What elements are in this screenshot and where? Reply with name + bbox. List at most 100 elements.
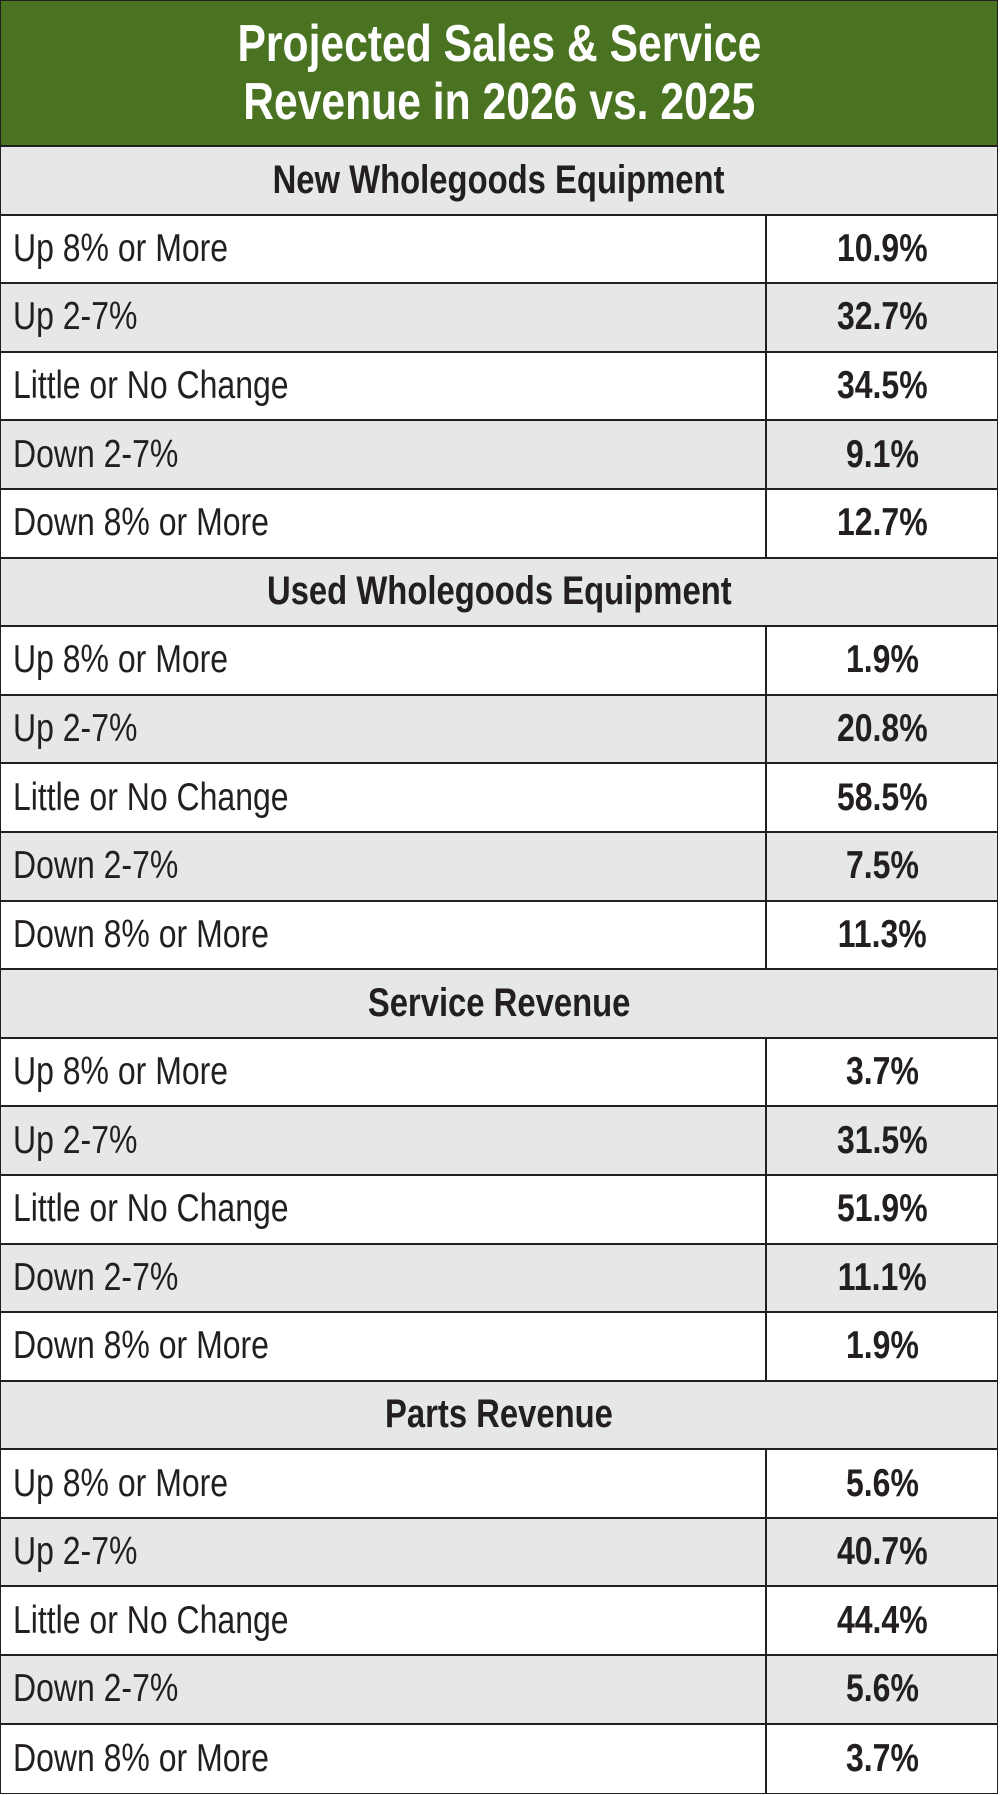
row-label: Up 2-7% (13, 1118, 138, 1162)
table-row: Down 2-7% 9.1% (1, 421, 997, 490)
row-label-cell: Little or No Change (1, 1587, 767, 1655)
row-value-cell: 5.6% (767, 1656, 997, 1723)
row-label: Up 8% or More (13, 1461, 229, 1505)
row-label: Up 8% or More (13, 638, 229, 682)
row-label-cell: Down 8% or More (1, 1313, 767, 1380)
row-value-cell: 9.1% (767, 421, 997, 488)
row-label: Up 8% or More (13, 1050, 229, 1094)
row-value-cell: 7.5% (767, 833, 997, 900)
row-label-cell: Up 2-7% (1, 1107, 767, 1174)
row-value: 20.8% (836, 707, 928, 751)
row-value-cell: 58.5% (767, 764, 997, 831)
title-line-1: Projected Sales & Service (237, 15, 761, 73)
row-label: Down 2-7% (13, 432, 179, 476)
section-heading-text: New Wholegoods Equipment (273, 157, 725, 202)
row-label-cell: Up 8% or More (1, 1038, 767, 1106)
row-label: Down 8% or More (13, 1736, 269, 1780)
section-heading-text: Used Wholegoods Equipment (266, 569, 732, 614)
row-value-cell: 5.6% (767, 1450, 997, 1517)
row-label-cell: Little or No Change (1, 1175, 767, 1243)
row-value-cell: 51.9% (767, 1176, 997, 1243)
row-value: 11.3% (837, 912, 927, 956)
row-value: 11.1% (837, 1255, 927, 1299)
table-row: Little or No Change 58.5% (1, 764, 997, 833)
row-value: 58.5% (836, 775, 928, 819)
table-row: Little or No Change 44.4% (1, 1587, 997, 1657)
row-value-cell: 31.5% (767, 1107, 997, 1174)
table-row: Down 8% or More 12.7% (1, 489, 997, 559)
row-label-cell: Up 2-7% (1, 1518, 767, 1586)
row-value: 9.1% (845, 432, 919, 476)
row-label: Up 2-7% (13, 295, 138, 339)
row-label: Up 8% or More (13, 226, 229, 270)
table-body: New Wholegoods Equipment Up 8% or More 10.… (1, 147, 997, 1794)
row-value: 34.5% (836, 364, 928, 408)
table-row: Down 2-7% 11.1% (1, 1244, 997, 1314)
row-value: 51.9% (836, 1187, 928, 1231)
row-label-cell: Down 2-7% (1, 832, 767, 900)
row-label: Little or No Change (13, 364, 289, 408)
section-heading: Service Revenue (1, 970, 997, 1039)
row-value-cell: 11.1% (767, 1245, 997, 1312)
row-value-cell: 12.7% (767, 490, 997, 557)
row-label-cell: Little or No Change (1, 764, 767, 831)
row-label-cell: Up 2-7% (1, 284, 767, 351)
table-row: Up 2-7% 31.5% (1, 1107, 997, 1176)
row-value: 12.7% (836, 501, 928, 545)
row-value: 10.9% (836, 226, 928, 270)
section-heading-text: Parts Revenue (385, 1392, 613, 1437)
row-label: Down 2-7% (13, 1255, 179, 1299)
row-value-cell: 3.7% (767, 1039, 997, 1106)
row-value: 1.9% (845, 1324, 919, 1368)
row-value-cell: 34.5% (767, 353, 997, 420)
table-row: Up 8% or More 10.9% (1, 215, 997, 285)
table-row: Up 8% or More 1.9% (1, 627, 997, 696)
row-label: Down 8% or More (13, 1324, 269, 1368)
section-heading: Parts Revenue (1, 1381, 997, 1451)
row-value-cell: 40.7% (767, 1519, 997, 1586)
table-row: Down 2-7% 7.5% (1, 832, 997, 902)
row-label: Down 8% or More (13, 501, 269, 545)
row-value: 3.7% (845, 1050, 919, 1094)
table-row: Up 8% or More 5.6% (1, 1450, 997, 1519)
table-row: Down 8% or More 3.7% (1, 1724, 997, 1794)
row-value-cell: 1.9% (767, 1313, 997, 1380)
row-label-cell: Down 8% or More (1, 489, 767, 557)
table-row: Little or No Change 51.9% (1, 1175, 997, 1245)
table-row: Up 8% or More 3.7% (1, 1038, 997, 1108)
table-title: Projected Sales & Service Revenue in 202… (1, 1, 997, 147)
row-label: Up 2-7% (13, 1530, 138, 1574)
row-label-cell: Up 8% or More (1, 627, 767, 694)
row-label: Down 2-7% (13, 844, 179, 888)
row-label: Down 2-7% (13, 1667, 179, 1711)
row-value-cell: 44.4% (767, 1587, 997, 1654)
table-row: Down 8% or More 1.9% (1, 1313, 997, 1382)
row-value: 32.7% (836, 295, 928, 339)
row-value: 1.9% (845, 638, 919, 682)
table-row: Up 2-7% 32.7% (1, 284, 997, 353)
row-value: 40.7% (836, 1530, 928, 1574)
row-label-cell: Down 2-7% (1, 1244, 767, 1312)
row-label: Little or No Change (13, 1598, 289, 1642)
row-label-cell: Up 2-7% (1, 695, 767, 763)
row-value-cell: 32.7% (767, 284, 997, 351)
row-label-cell: Down 2-7% (1, 421, 767, 488)
row-label-cell: Down 8% or More (1, 901, 767, 969)
section-heading-text: Service Revenue (367, 980, 631, 1025)
row-value-cell: 1.9% (767, 627, 997, 694)
row-label-cell: Down 2-7% (1, 1656, 767, 1723)
table-row: Up 2-7% 20.8% (1, 695, 997, 765)
row-label: Up 2-7% (13, 707, 138, 751)
row-label-cell: Up 8% or More (1, 1450, 767, 1517)
row-value: 5.6% (845, 1667, 919, 1711)
row-value: 31.5% (836, 1118, 928, 1162)
table-row: Up 2-7% 40.7% (1, 1518, 997, 1588)
row-label-cell: Little or No Change (1, 352, 767, 420)
title-line-2: Revenue in 2026 vs. 2025 (242, 73, 756, 131)
table-row: Down 8% or More 11.3% (1, 901, 997, 971)
section-heading: Used Wholegoods Equipment (1, 558, 997, 628)
section-heading: New Wholegoods Equipment (1, 147, 997, 216)
row-label-cell: Down 8% or More (1, 1724, 767, 1794)
row-value: 44.4% (836, 1598, 928, 1642)
